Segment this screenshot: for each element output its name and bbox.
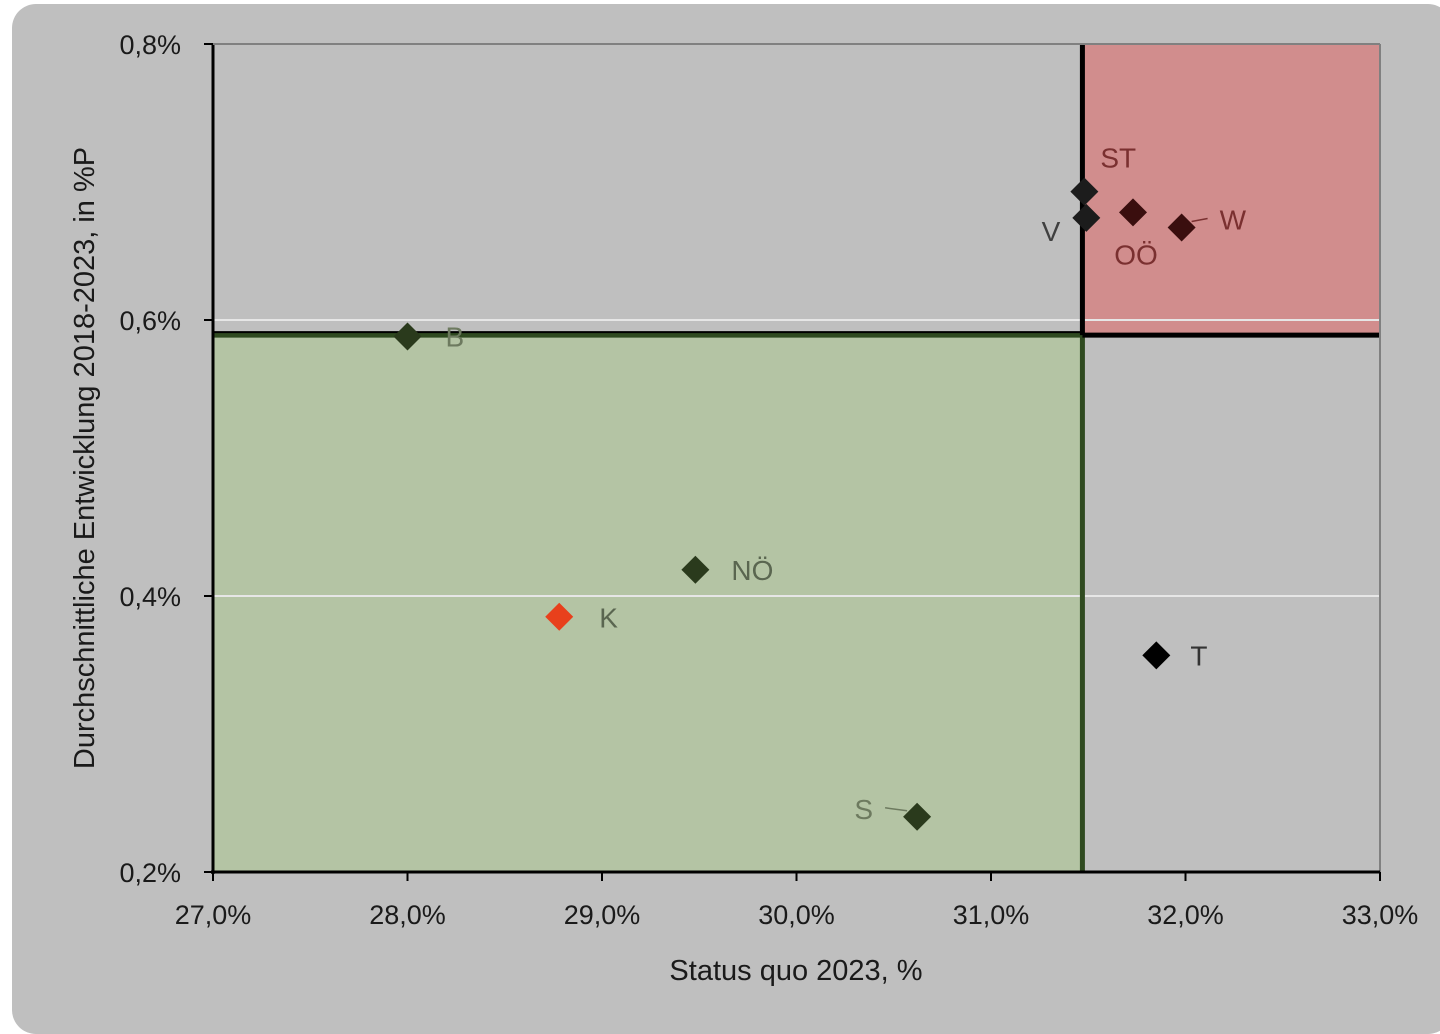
point-label-b: B (446, 322, 465, 353)
y-tick-label: 0,6% (119, 306, 181, 336)
region-below-below (213, 335, 1083, 872)
point-label-noe: NÖ (731, 555, 773, 586)
x-axis-title: Status quo 2023, % (669, 955, 922, 987)
point-noe (681, 555, 710, 584)
region-above-above (1082, 44, 1380, 336)
point-label-s: S (854, 794, 873, 825)
point-k (545, 602, 574, 631)
point-label-st: ST (1100, 143, 1136, 174)
point-t (1142, 641, 1171, 670)
point-b (393, 322, 422, 351)
leader-line-w (1191, 217, 1208, 223)
point-label-t: T (1190, 640, 1207, 671)
y-tick-label: 0,2% (119, 858, 181, 888)
quadrant-regions (213, 44, 1380, 872)
x-tick-label: 32,0% (1147, 900, 1224, 930)
y-axis-title: Durchschnittliche Entwicklung 2018-2023,… (69, 147, 101, 769)
y-tick-label: 0,4% (119, 582, 181, 612)
point-label-ooe: OÖ (1114, 239, 1158, 270)
x-tick-labels: 27,0% 28,0% 29,0% 30,0% 31,0% 32,0% 33,0% (175, 900, 1419, 930)
data-points: B K NÖ S ST V OÖ W T (393, 143, 1247, 831)
leader-line-s (884, 807, 908, 812)
x-tick-label: 30,0% (758, 900, 835, 930)
x-tick-label: 27,0% (175, 900, 252, 930)
x-tick-label: 28,0% (369, 900, 446, 930)
point-label-w: W (1220, 205, 1247, 236)
point-w (1167, 213, 1196, 242)
x-tick-label: 31,0% (953, 900, 1030, 930)
point-label-k: K (599, 603, 618, 634)
y-tick-label: 0,8% (119, 30, 181, 60)
axes (204, 43, 1381, 881)
y-tick-labels: 0,2% 0,4% 0,6% 0,8% (119, 30, 181, 888)
x-tick-label: 33,0% (1342, 900, 1419, 930)
point-label-v: V (1042, 216, 1061, 247)
point-st (1070, 177, 1099, 206)
x-tick-label: 29,0% (564, 900, 641, 930)
point-s (903, 802, 932, 831)
point-ooe (1118, 198, 1147, 227)
point-v (1072, 203, 1101, 232)
